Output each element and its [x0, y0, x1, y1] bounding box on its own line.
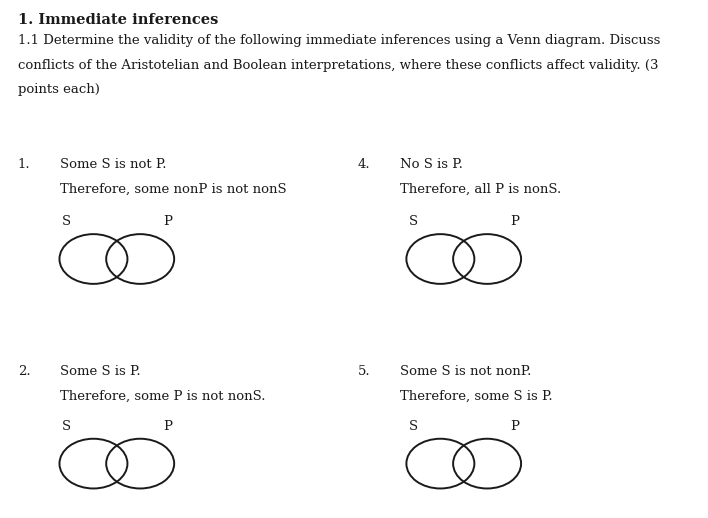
Text: P: P — [510, 420, 519, 433]
Text: P: P — [163, 215, 172, 228]
Text: Some S is P.: Some S is P. — [60, 365, 141, 378]
Text: S: S — [62, 420, 71, 433]
Text: Therefore, some S is P.: Therefore, some S is P. — [400, 390, 553, 403]
Text: points each): points each) — [18, 83, 100, 96]
Text: 1.: 1. — [18, 158, 30, 171]
Text: 2.: 2. — [18, 365, 30, 378]
Text: Therefore, some nonP is not nonS: Therefore, some nonP is not nonS — [60, 183, 287, 196]
Text: 4.: 4. — [358, 158, 370, 171]
Text: 5.: 5. — [358, 365, 370, 378]
Text: P: P — [163, 420, 172, 433]
Text: Therefore, some P is not nonS.: Therefore, some P is not nonS. — [60, 390, 266, 403]
Text: P: P — [510, 215, 519, 228]
Text: conflicts of the Aristotelian and Boolean interpretations, where these conflicts: conflicts of the Aristotelian and Boolea… — [18, 59, 658, 71]
Text: Therefore, all P is nonS.: Therefore, all P is nonS. — [400, 183, 561, 196]
Text: S: S — [409, 420, 418, 433]
Text: S: S — [409, 215, 418, 228]
Text: Some S is not P.: Some S is not P. — [60, 158, 166, 171]
Text: S: S — [62, 215, 71, 228]
Text: 1. Immediate inferences: 1. Immediate inferences — [18, 13, 218, 27]
Text: No S is P.: No S is P. — [400, 158, 463, 171]
Text: Some S is not nonP.: Some S is not nonP. — [400, 365, 532, 378]
Text: 1.1 Determine the validity of the following immediate inferences using a Venn di: 1.1 Determine the validity of the follow… — [18, 34, 660, 47]
